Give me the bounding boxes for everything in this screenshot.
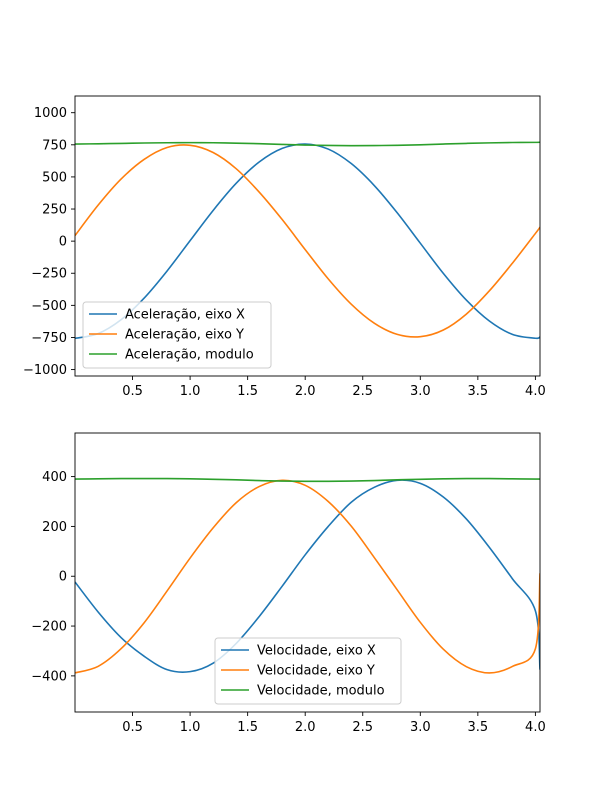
velocity-x-tick-label: 0.5 [122,720,143,735]
velocity-y-tick-label: −400 [31,669,67,684]
acceleration-y-tick-label: 1000 [34,106,67,121]
acceleration-y-tick-label: −1000 [23,363,67,378]
velocity-series-line-2 [75,477,540,483]
acceleration-y-tick-label: −500 [31,299,67,314]
acceleration-y-tick-label: 750 [42,138,67,153]
velocity-series-line-1 [75,479,540,674]
acceleration-y-tick-label: 250 [42,203,67,218]
acceleration-legend-label-0: Aceleração, eixo X [125,308,245,323]
velocity-legend: Velocidade, eixo X Velocidade, eixo Y Velo… [214,637,402,705]
velocity-plot-area [75,477,540,674]
velocity-series-line-0 [75,479,540,673]
velocity-y-tick-label: 400 [42,470,67,485]
velocity-y-tick-label: −200 [31,620,67,635]
acceleration-plot-area [75,141,540,340]
velocity-axes: 0.5 1.0 1.5 2.0 2.5 3.0 3.5 4.0 −400 −200 0 200 400 V… [31,432,546,735]
acceleration-series-line-1 [75,144,540,338]
velocity-y-tick-label: 0 [59,570,67,585]
velocity-x-tick-label: 1.5 [237,720,258,735]
acceleration-x-tick-label: 1.0 [180,384,201,399]
acceleration-x-tick-label: 0.5 [122,384,143,399]
velocity-x-tick-label: 2.0 [295,720,316,735]
velocity-x-tick-label: 1.0 [180,720,201,735]
velocity-legend-label-1: Velocidade, eixo Y [257,664,375,679]
velocity-legend-label-2: Velocidade, modulo [257,684,385,699]
acceleration-y-tick-label: 0 [59,235,67,250]
acceleration-legend-box [82,301,272,369]
velocity-x-tick-label: 3.0 [410,720,431,735]
acceleration-y-tick-label: −250 [31,267,67,282]
velocity-legend-box [214,637,402,705]
velocity-x-tick-label: 3.5 [468,720,489,735]
acceleration-axes: 0.5 1.0 1.5 2.0 2.5 3.0 3.5 4.0 −1000 −750 −500 −25… [23,95,546,399]
velocity-x-tick-label: 2.5 [352,720,373,735]
velocity-x-tick-label: 4.0 [525,720,546,735]
acceleration-x-tick-label: 3.0 [410,384,431,399]
acceleration-axes-frame [74,95,541,377]
velocity-y-tick-label: 200 [42,520,67,535]
acceleration-x-tick-label: 2.5 [352,384,373,399]
acceleration-x-tick-label: 1.5 [237,384,258,399]
acceleration-legend-label-1: Aceleração, eixo Y [125,328,244,343]
acceleration-legend-label-2: Aceleração, modulo [125,348,254,363]
acceleration-y-tick-label: 500 [42,170,67,185]
acceleration-x-tick-label: 4.0 [525,384,546,399]
acceleration-x-tick-label: 2.0 [295,384,316,399]
velocity-axes-frame [74,432,541,713]
acceleration-series-line-2 [75,141,540,147]
acceleration-y-tick-label: −750 [31,331,67,346]
acceleration-x-tick-label: 3.5 [468,384,489,399]
acceleration-legend: Aceleração, eixo X Aceleração, eixo Y Acel… [82,301,272,369]
velocity-legend-label-0: Velocidade, eixo X [257,644,376,659]
